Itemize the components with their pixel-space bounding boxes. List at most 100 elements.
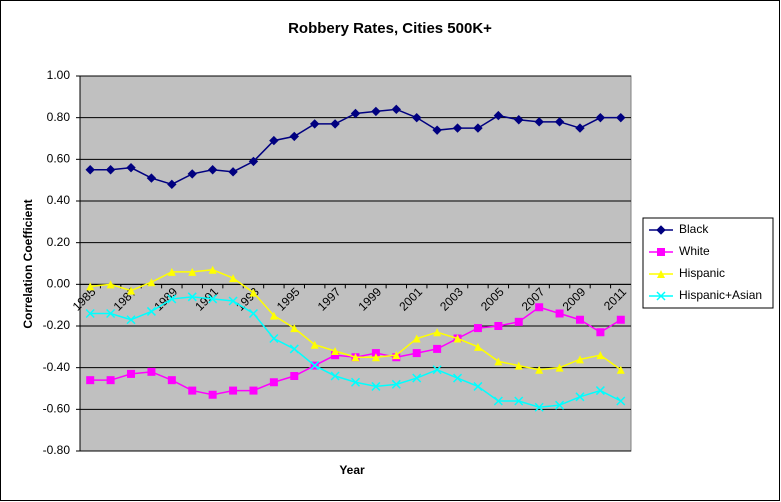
marker <box>127 286 136 295</box>
marker <box>433 344 442 353</box>
marker <box>595 386 605 396</box>
marker <box>432 125 442 135</box>
marker <box>207 165 218 175</box>
marker <box>371 381 381 391</box>
marker <box>330 371 340 381</box>
marker <box>188 267 197 276</box>
marker <box>249 288 258 297</box>
marker <box>289 344 299 354</box>
marker <box>616 396 626 406</box>
marker <box>555 363 564 372</box>
marker <box>208 294 218 304</box>
marker <box>229 386 238 395</box>
y-tick-label: -0.20 <box>43 318 71 332</box>
marker <box>493 396 503 406</box>
marker <box>494 322 503 330</box>
y-tick-label: 1.00 <box>47 68 71 82</box>
y-tick-label: -0.40 <box>43 360 71 374</box>
plot-area <box>79 75 632 452</box>
marker <box>657 270 665 278</box>
marker <box>331 351 340 360</box>
marker <box>290 324 299 333</box>
marker <box>473 324 482 333</box>
marker <box>555 309 564 318</box>
marker <box>248 308 258 319</box>
marker <box>595 112 606 123</box>
marker <box>167 267 176 276</box>
marker <box>187 292 197 302</box>
marker <box>473 381 483 391</box>
marker <box>616 365 625 374</box>
marker <box>514 396 524 406</box>
marker <box>289 131 299 142</box>
marker <box>412 349 421 358</box>
legend-label: Hispanic <box>679 266 725 280</box>
marker <box>105 165 116 175</box>
marker <box>106 376 115 385</box>
marker <box>575 355 584 364</box>
marker <box>452 123 463 133</box>
marker <box>126 162 136 173</box>
marker <box>85 165 95 175</box>
marker <box>249 386 258 395</box>
marker <box>575 392 585 402</box>
legend-label: Black <box>679 222 709 236</box>
marker <box>432 365 442 375</box>
marker <box>616 315 625 324</box>
marker <box>453 373 463 383</box>
marker <box>391 104 402 115</box>
marker <box>494 357 503 366</box>
marker <box>351 353 360 362</box>
marker <box>126 315 136 325</box>
marker <box>106 308 116 319</box>
marker <box>309 119 320 129</box>
y-tick-label: 0.60 <box>47 152 71 166</box>
marker <box>269 135 279 146</box>
marker <box>371 349 380 358</box>
marker <box>656 291 666 301</box>
marker <box>575 315 584 324</box>
marker <box>535 303 544 312</box>
marker <box>371 106 381 117</box>
marker <box>147 278 156 287</box>
marker <box>493 110 504 121</box>
marker <box>147 367 156 376</box>
marker <box>575 123 585 133</box>
marker <box>596 328 605 337</box>
marker <box>188 386 197 395</box>
marker <box>412 334 421 343</box>
marker <box>269 311 278 320</box>
marker <box>86 282 95 291</box>
marker <box>412 373 422 383</box>
marker <box>86 376 95 385</box>
y-tick-label: 0.20 <box>47 235 71 249</box>
marker <box>412 112 422 123</box>
x-axis-title: Year <box>339 463 365 477</box>
y-tick-label: 0.80 <box>47 110 71 124</box>
marker <box>534 117 544 127</box>
marker <box>330 119 340 129</box>
marker <box>616 112 626 123</box>
marker <box>208 265 217 274</box>
marker <box>656 225 666 235</box>
marker <box>187 169 197 179</box>
marker <box>433 328 442 337</box>
marker <box>350 108 361 119</box>
marker <box>106 280 115 289</box>
marker <box>555 400 565 410</box>
y-axis-title: Correlation Coefficient <box>21 199 35 328</box>
y-tick-label: -0.80 <box>43 443 71 457</box>
marker <box>269 378 278 387</box>
marker <box>167 294 177 304</box>
marker <box>391 379 401 389</box>
marker <box>371 353 380 362</box>
marker <box>473 123 483 133</box>
marker <box>392 351 401 360</box>
marker <box>290 372 299 380</box>
marker <box>248 156 259 167</box>
marker <box>167 376 176 385</box>
marker <box>473 342 482 351</box>
marker <box>514 361 523 370</box>
marker <box>657 248 665 256</box>
